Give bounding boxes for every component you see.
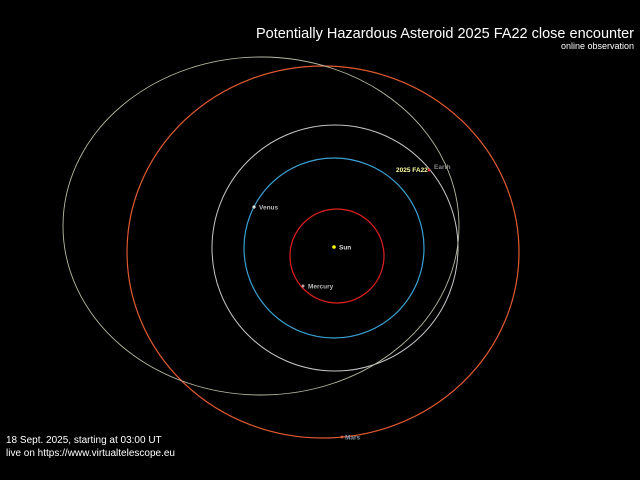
earth-label: Earth (434, 164, 451, 171)
date-caption: 18 Sept. 2025, starting at 03:00 UT (6, 435, 162, 446)
sun-label: Sun (339, 245, 351, 252)
page-title: Potentially Hazardous Asteroid 2025 FA22… (255, 26, 634, 42)
sun-marker (332, 245, 336, 249)
url-caption: live on https://www.virtualtelescope.eu (6, 448, 175, 459)
mercury-orbit (289, 208, 385, 304)
asteroid-orbit (62, 56, 460, 396)
page-subtitle: online observation (560, 41, 634, 51)
venus-marker (252, 205, 256, 209)
mars-label: Mars (345, 435, 361, 442)
venus-label: Venus (259, 205, 279, 212)
mars-marker (340, 435, 344, 439)
earth-marker (427, 168, 431, 172)
asteroid-label: 2025 FA22 (396, 167, 428, 174)
mercury-marker (301, 284, 305, 288)
mars-orbit (126, 65, 520, 439)
venus-orbit (243, 157, 425, 339)
mercury-label: Mercury (308, 284, 334, 291)
earth-orbit (211, 124, 459, 372)
